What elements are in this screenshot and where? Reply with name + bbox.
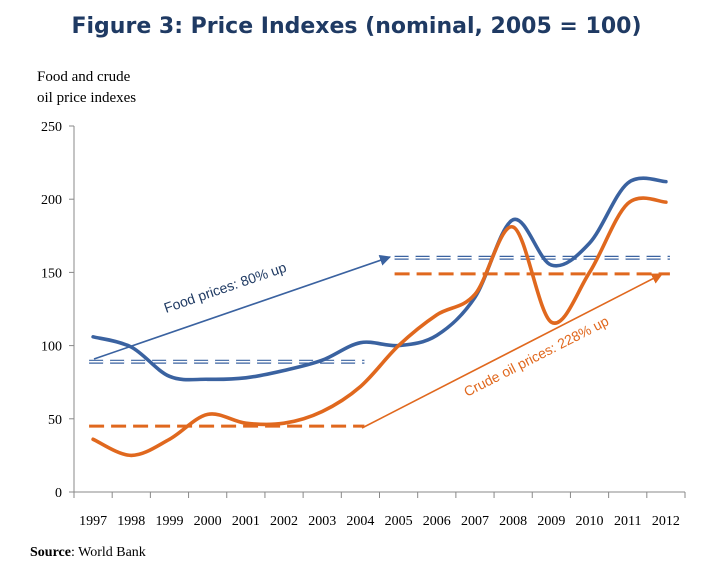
y-axis-label-line2: oil price indexes <box>37 90 137 106</box>
x-tick-label: 2001 <box>232 514 260 529</box>
x-tick-label: 2011 <box>614 514 641 529</box>
y-tick-label: 150 <box>41 266 62 281</box>
x-tick-label: 2008 <box>499 514 527 529</box>
y-tick-label: 0 <box>55 486 62 501</box>
y-axis-label: Food and crude oil price indexes <box>37 67 136 109</box>
oil-annotation: Crude oil prices: 228% up <box>461 313 611 400</box>
oil-series-line <box>91 196 668 458</box>
y-tick-label: 200 <box>41 193 62 208</box>
y-tick-label: 250 <box>41 120 62 135</box>
x-tick-label: 2000 <box>194 514 222 529</box>
source-note: Source: World Bank <box>30 545 146 561</box>
reference-lines <box>89 255 670 428</box>
source-label: Source <box>30 545 71 560</box>
y-tick-label: 100 <box>41 340 62 355</box>
y-tick-label: 50 <box>48 413 62 428</box>
food-arrow <box>93 254 392 360</box>
x-tick-label: 1997 <box>79 514 107 529</box>
source-text: : World Bank <box>70 545 146 560</box>
axes: 0 50 100 150 200 250 1997 1998 1999 2000 2001 2002 2… <box>41 120 686 529</box>
x-tick-label: 2009 <box>537 514 565 529</box>
x-tick-label: 2006 <box>423 514 451 529</box>
food-annotation: Food prices: 80% up <box>162 259 289 316</box>
food-series-line <box>91 176 668 382</box>
series-lines <box>91 176 668 458</box>
y-axis-label-line1: Food and crude <box>37 69 131 85</box>
oil-arrow <box>361 273 663 429</box>
x-tick-label: 1998 <box>117 514 145 529</box>
x-tick-label: 2007 <box>461 514 489 529</box>
x-tick-label: 2010 <box>576 514 604 529</box>
x-tick-label: 2002 <box>270 514 298 529</box>
chart-title: Figure 3: Price Indexes (nominal, 2005 =… <box>71 14 642 39</box>
x-tick-label: 2005 <box>385 514 413 529</box>
x-tick-label: 2003 <box>308 514 336 529</box>
x-tick-label: 2004 <box>346 514 374 529</box>
x-tick-label: 2012 <box>652 514 680 529</box>
x-tick-label: 1999 <box>155 514 183 529</box>
